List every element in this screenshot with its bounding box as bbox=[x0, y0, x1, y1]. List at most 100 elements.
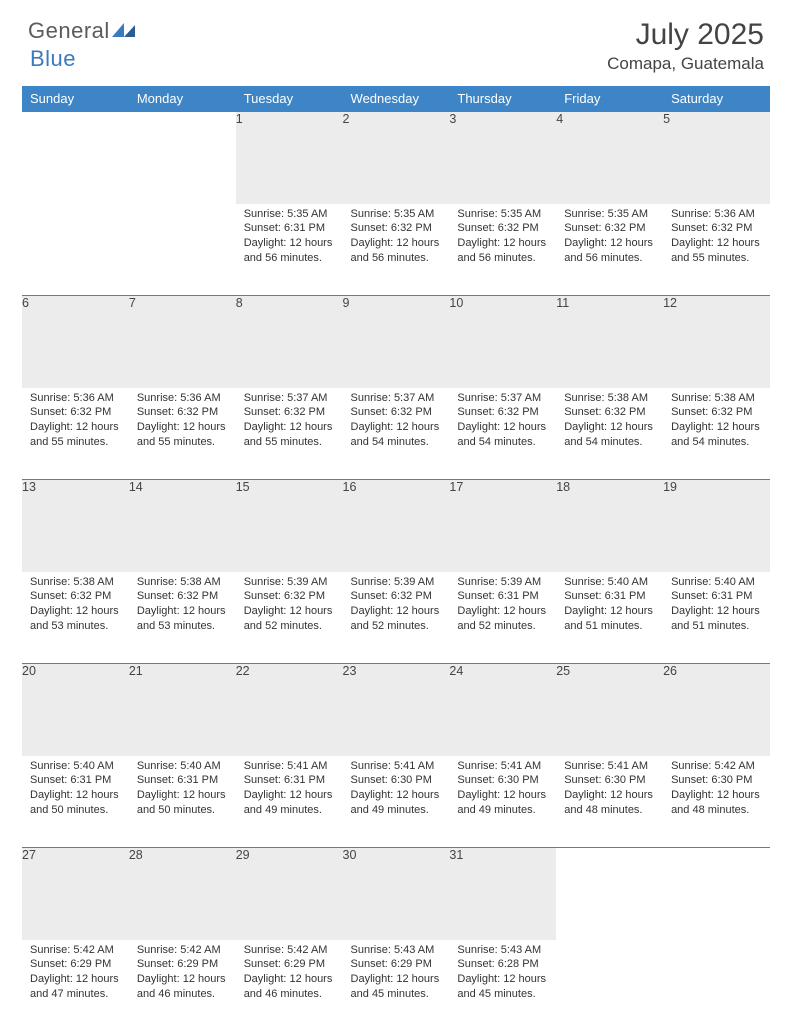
day-number: 18 bbox=[556, 480, 663, 572]
day-number: 24 bbox=[449, 664, 556, 756]
daylight-line: Daylight: 12 hours and 53 minutes. bbox=[30, 604, 121, 634]
sunset-line: Sunset: 6:29 PM bbox=[351, 957, 442, 972]
weekday-header: Wednesday bbox=[343, 86, 450, 112]
day-number bbox=[129, 112, 236, 204]
day-number: 20 bbox=[22, 664, 129, 756]
daylight-line: Daylight: 12 hours and 54 minutes. bbox=[671, 420, 762, 450]
sunrise-line: Sunrise: 5:38 AM bbox=[671, 391, 762, 406]
day-details: Sunrise: 5:38 AMSunset: 6:32 PMDaylight:… bbox=[663, 388, 770, 454]
sunset-line: Sunset: 6:32 PM bbox=[30, 589, 121, 604]
day-number: 8 bbox=[236, 296, 343, 388]
sunset-line: Sunset: 6:32 PM bbox=[244, 405, 335, 420]
daynum-row: 2728293031 bbox=[22, 848, 770, 940]
day-number: 3 bbox=[449, 112, 556, 204]
day-details: Sunrise: 5:42 AMSunset: 6:29 PMDaylight:… bbox=[22, 940, 129, 1006]
sunset-line: Sunset: 6:32 PM bbox=[244, 589, 335, 604]
sunrise-line: Sunrise: 5:35 AM bbox=[457, 207, 548, 222]
day-cell: Sunrise: 5:41 AMSunset: 6:30 PMDaylight:… bbox=[343, 756, 450, 848]
day-number: 11 bbox=[556, 296, 663, 388]
daynum-row: 6789101112 bbox=[22, 296, 770, 388]
day-details: Sunrise: 5:37 AMSunset: 6:32 PMDaylight:… bbox=[343, 388, 450, 454]
week-row: Sunrise: 5:42 AMSunset: 6:29 PMDaylight:… bbox=[22, 940, 770, 1032]
sunset-line: Sunset: 6:32 PM bbox=[457, 405, 548, 420]
day-cell bbox=[129, 204, 236, 296]
daylight-line: Daylight: 12 hours and 49 minutes. bbox=[351, 788, 442, 818]
sunrise-line: Sunrise: 5:39 AM bbox=[244, 575, 335, 590]
daylight-line: Daylight: 12 hours and 56 minutes. bbox=[457, 236, 548, 266]
sunrise-line: Sunrise: 5:38 AM bbox=[30, 575, 121, 590]
day-number: 30 bbox=[343, 848, 450, 940]
day-cell: Sunrise: 5:36 AMSunset: 6:32 PMDaylight:… bbox=[22, 388, 129, 480]
day-cell: Sunrise: 5:35 AMSunset: 6:32 PMDaylight:… bbox=[449, 204, 556, 296]
day-number bbox=[22, 112, 129, 204]
daylight-line: Daylight: 12 hours and 50 minutes. bbox=[137, 788, 228, 818]
day-details: Sunrise: 5:39 AMSunset: 6:32 PMDaylight:… bbox=[343, 572, 450, 638]
title-block: July 2025 Comapa, Guatemala bbox=[607, 18, 764, 74]
day-number: 7 bbox=[129, 296, 236, 388]
sunset-line: Sunset: 6:32 PM bbox=[564, 221, 655, 236]
daylight-line: Daylight: 12 hours and 47 minutes. bbox=[30, 972, 121, 1002]
weekday-header: Tuesday bbox=[236, 86, 343, 112]
sunrise-line: Sunrise: 5:36 AM bbox=[30, 391, 121, 406]
sunset-line: Sunset: 6:31 PM bbox=[30, 773, 121, 788]
day-number: 9 bbox=[343, 296, 450, 388]
day-details: Sunrise: 5:37 AMSunset: 6:32 PMDaylight:… bbox=[449, 388, 556, 454]
day-number: 15 bbox=[236, 480, 343, 572]
sunrise-line: Sunrise: 5:41 AM bbox=[564, 759, 655, 774]
sunset-line: Sunset: 6:30 PM bbox=[671, 773, 762, 788]
day-number: 27 bbox=[22, 848, 129, 940]
day-cell: Sunrise: 5:39 AMSunset: 6:32 PMDaylight:… bbox=[343, 572, 450, 664]
day-number: 12 bbox=[663, 296, 770, 388]
daylight-line: Daylight: 12 hours and 46 minutes. bbox=[137, 972, 228, 1002]
sunset-line: Sunset: 6:31 PM bbox=[671, 589, 762, 604]
sunrise-line: Sunrise: 5:35 AM bbox=[351, 207, 442, 222]
day-details: Sunrise: 5:40 AMSunset: 6:31 PMDaylight:… bbox=[663, 572, 770, 638]
day-details: Sunrise: 5:38 AMSunset: 6:32 PMDaylight:… bbox=[556, 388, 663, 454]
day-details: Sunrise: 5:35 AMSunset: 6:32 PMDaylight:… bbox=[343, 204, 450, 270]
sunrise-line: Sunrise: 5:38 AM bbox=[137, 575, 228, 590]
day-number: 26 bbox=[663, 664, 770, 756]
sunrise-line: Sunrise: 5:41 AM bbox=[457, 759, 548, 774]
day-number: 21 bbox=[129, 664, 236, 756]
day-number: 28 bbox=[129, 848, 236, 940]
day-cell: Sunrise: 5:41 AMSunset: 6:30 PMDaylight:… bbox=[449, 756, 556, 848]
day-cell: Sunrise: 5:36 AMSunset: 6:32 PMDaylight:… bbox=[663, 204, 770, 296]
logo-word2-wrap: Blue bbox=[30, 46, 76, 72]
day-cell: Sunrise: 5:40 AMSunset: 6:31 PMDaylight:… bbox=[129, 756, 236, 848]
day-details: Sunrise: 5:38 AMSunset: 6:32 PMDaylight:… bbox=[129, 572, 236, 638]
day-cell: Sunrise: 5:42 AMSunset: 6:29 PMDaylight:… bbox=[236, 940, 343, 1032]
sunset-line: Sunset: 6:30 PM bbox=[457, 773, 548, 788]
logo-mark-icon bbox=[112, 20, 136, 43]
sunrise-line: Sunrise: 5:43 AM bbox=[457, 943, 548, 958]
daylight-line: Daylight: 12 hours and 53 minutes. bbox=[137, 604, 228, 634]
weekday-header: Monday bbox=[129, 86, 236, 112]
sunrise-line: Sunrise: 5:36 AM bbox=[671, 207, 762, 222]
sunset-line: Sunset: 6:29 PM bbox=[244, 957, 335, 972]
day-details: Sunrise: 5:36 AMSunset: 6:32 PMDaylight:… bbox=[22, 388, 129, 454]
day-cell: Sunrise: 5:40 AMSunset: 6:31 PMDaylight:… bbox=[22, 756, 129, 848]
day-cell: Sunrise: 5:38 AMSunset: 6:32 PMDaylight:… bbox=[22, 572, 129, 664]
daylight-line: Daylight: 12 hours and 56 minutes. bbox=[564, 236, 655, 266]
day-cell bbox=[22, 204, 129, 296]
weekday-header: Friday bbox=[556, 86, 663, 112]
sunset-line: Sunset: 6:32 PM bbox=[671, 221, 762, 236]
day-details: Sunrise: 5:42 AMSunset: 6:30 PMDaylight:… bbox=[663, 756, 770, 822]
day-details: Sunrise: 5:35 AMSunset: 6:31 PMDaylight:… bbox=[236, 204, 343, 270]
sunset-line: Sunset: 6:32 PM bbox=[351, 221, 442, 236]
day-details: Sunrise: 5:42 AMSunset: 6:29 PMDaylight:… bbox=[129, 940, 236, 1006]
daylight-line: Daylight: 12 hours and 49 minutes. bbox=[244, 788, 335, 818]
day-details: Sunrise: 5:36 AMSunset: 6:32 PMDaylight:… bbox=[129, 388, 236, 454]
day-number: 19 bbox=[663, 480, 770, 572]
day-number: 2 bbox=[343, 112, 450, 204]
day-details: Sunrise: 5:40 AMSunset: 6:31 PMDaylight:… bbox=[556, 572, 663, 638]
day-details: Sunrise: 5:35 AMSunset: 6:32 PMDaylight:… bbox=[556, 204, 663, 270]
sunrise-line: Sunrise: 5:38 AM bbox=[564, 391, 655, 406]
sunrise-line: Sunrise: 5:42 AM bbox=[244, 943, 335, 958]
header: General July 2025 Comapa, Guatemala bbox=[0, 0, 792, 78]
sunset-line: Sunset: 6:31 PM bbox=[244, 221, 335, 236]
day-cell: Sunrise: 5:38 AMSunset: 6:32 PMDaylight:… bbox=[556, 388, 663, 480]
day-number: 29 bbox=[236, 848, 343, 940]
sunset-line: Sunset: 6:32 PM bbox=[137, 405, 228, 420]
sunrise-line: Sunrise: 5:40 AM bbox=[671, 575, 762, 590]
location-label: Comapa, Guatemala bbox=[607, 54, 764, 74]
